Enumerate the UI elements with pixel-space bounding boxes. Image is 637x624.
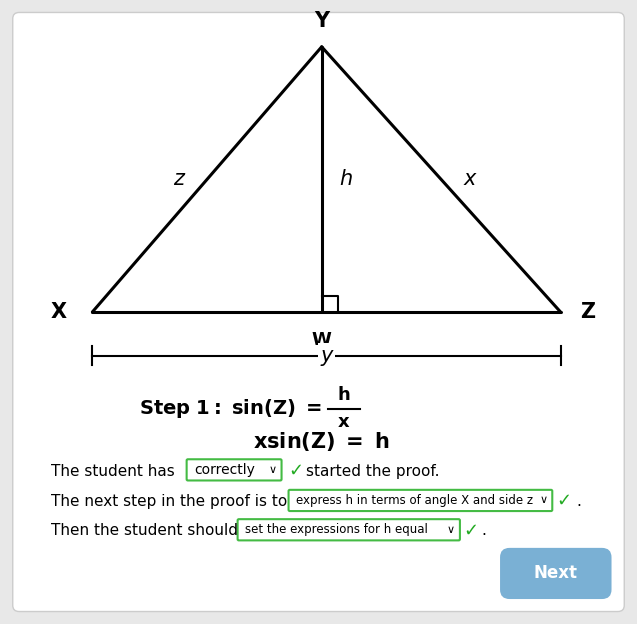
Text: Next: Next	[534, 565, 578, 582]
Text: The student has: The student has	[51, 464, 175, 479]
Text: ✓: ✓	[289, 462, 304, 480]
Text: set the expressions for h equal: set the expressions for h equal	[245, 524, 428, 536]
FancyBboxPatch shape	[289, 490, 552, 511]
Text: y: y	[320, 346, 333, 366]
Text: .: .	[481, 523, 486, 538]
FancyBboxPatch shape	[500, 548, 612, 599]
Text: correctly: correctly	[194, 463, 255, 477]
Text: ✓: ✓	[556, 492, 571, 510]
Text: x: x	[338, 414, 350, 431]
Text: The next step in the proof is to: The next step in the proof is to	[51, 494, 287, 509]
Text: h: h	[338, 386, 350, 404]
Text: $\mathbf{Step\ 1:\ sin(Z)\ =\ }$: $\mathbf{Step\ 1:\ sin(Z)\ =\ }$	[139, 397, 322, 420]
Text: started the proof.: started the proof.	[306, 464, 440, 479]
Text: Then the student should: Then the student should	[51, 523, 238, 538]
Text: x: x	[464, 169, 476, 190]
Text: Z: Z	[580, 302, 595, 322]
Text: W: W	[311, 331, 332, 349]
Text: z: z	[173, 169, 184, 190]
FancyBboxPatch shape	[187, 459, 282, 480]
Text: $\mathbf{xsin(Z)\ =\ h}$: $\mathbf{xsin(Z)\ =\ h}$	[254, 431, 390, 453]
Text: Y: Y	[314, 11, 329, 31]
Text: ✓: ✓	[464, 522, 479, 539]
FancyBboxPatch shape	[238, 519, 460, 540]
Text: .: .	[576, 494, 582, 509]
Text: express h in terms of angle X and side z: express h in terms of angle X and side z	[296, 494, 533, 507]
FancyBboxPatch shape	[13, 12, 624, 612]
Text: ∨: ∨	[269, 465, 276, 475]
Text: ∨: ∨	[540, 495, 547, 505]
Text: h: h	[340, 169, 353, 190]
Text: ∨: ∨	[447, 525, 455, 535]
Text: X: X	[51, 302, 67, 322]
